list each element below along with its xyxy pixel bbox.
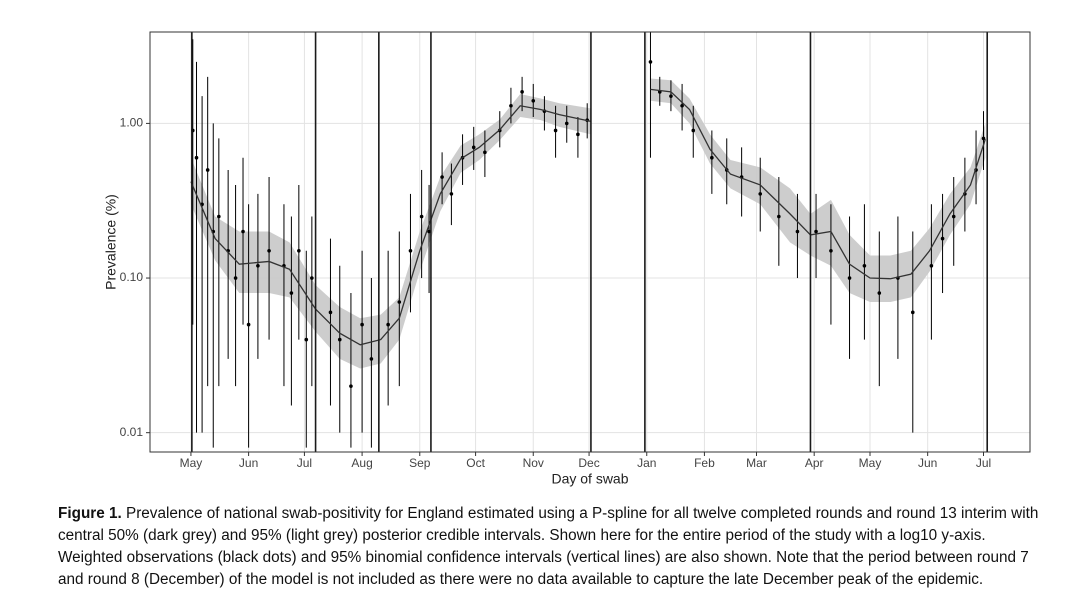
observation-dot — [691, 128, 696, 133]
observation-dot — [337, 337, 342, 342]
observation-dot — [369, 357, 374, 361]
observation-dot — [847, 276, 852, 280]
plot-border — [149, 31, 1031, 453]
observation-dot — [194, 155, 199, 160]
observation-dot — [310, 276, 314, 280]
observation-dot — [520, 90, 524, 94]
observation-dot — [576, 132, 580, 137]
observation-dot — [241, 229, 245, 234]
observation-dot — [440, 175, 444, 179]
observation-dot — [940, 236, 945, 241]
observation-dot — [449, 192, 454, 196]
x-tick-label: Jun — [239, 456, 258, 470]
observation-dot — [419, 214, 424, 219]
observation-dot — [710, 155, 714, 160]
observation-dot — [386, 322, 390, 327]
x-tick-label: Mar — [746, 456, 767, 470]
observation-dot — [297, 249, 301, 253]
observation-dot — [531, 99, 536, 103]
observation-dot — [304, 337, 309, 342]
y-tick-label: 0.01 — [120, 425, 144, 439]
x-tick-label: Jan — [637, 456, 656, 470]
x-tick-label: Dec — [578, 456, 599, 470]
x-tick-label: Jul — [297, 456, 312, 470]
observation-dot — [648, 60, 653, 64]
observation-dot — [509, 103, 513, 108]
observation-dot — [981, 136, 986, 141]
x-tick-label: Jun — [918, 456, 937, 470]
observation-dot — [758, 192, 763, 196]
observation-dot — [795, 229, 800, 234]
observation-dot — [246, 322, 251, 327]
credible-band — [190, 78, 986, 369]
observation-dot — [829, 249, 833, 253]
observation-dot — [267, 249, 271, 253]
chart: Prevalence (%) Day of swab 0.01 0.10 1.00 M… — [103, 31, 1031, 487]
observation-dot — [553, 128, 558, 133]
x-tick-label: Oct — [466, 456, 485, 470]
observation-dot — [877, 291, 882, 295]
x-axis-title: Day of swab — [551, 471, 628, 487]
x-tick-label: Jul — [976, 456, 991, 470]
observation-dot — [483, 150, 487, 155]
observation-dot — [471, 145, 476, 150]
observation-dot — [256, 263, 260, 268]
observation-dot — [929, 263, 934, 268]
observation-dot — [862, 263, 867, 268]
x-tick-label: Sep — [409, 456, 431, 470]
observation-dot — [777, 214, 781, 219]
observation-dot — [233, 276, 238, 280]
x-tick-label: Aug — [351, 456, 372, 470]
observation-dot — [427, 229, 431, 234]
y-tick-label: 0.10 — [120, 270, 144, 284]
observation-dot — [669, 94, 673, 98]
y-tick-label: 1.00 — [120, 116, 144, 130]
observation-dot — [814, 229, 818, 234]
x-tick-label: Nov — [523, 456, 544, 470]
caption-label: Figure 1. — [58, 505, 122, 522]
x-tick-label: May — [180, 456, 203, 470]
observation-dot — [951, 214, 956, 219]
observation-dot — [217, 214, 221, 219]
plot-panel — [150, 32, 1030, 452]
caption: Figure 1. Prevalence of national swab-po… — [58, 503, 1048, 591]
x-tick-label: May — [859, 456, 882, 470]
y-axis-title: Prevalence (%) — [103, 194, 119, 290]
observation-dot — [408, 249, 413, 253]
observation-dot — [564, 121, 569, 126]
x-tick-label: Apr — [805, 456, 824, 470]
observation-dot — [328, 310, 333, 315]
x-tick-label: Feb — [694, 456, 715, 470]
observation-dot — [205, 168, 210, 172]
caption-text: Prevalence of national swab-positivity f… — [58, 505, 1039, 588]
observation-dot — [680, 103, 684, 108]
observation-dot — [289, 291, 294, 295]
spline-line — [190, 88, 986, 346]
observation-dot — [360, 322, 364, 327]
observation-dot — [397, 300, 402, 304]
observation-dot — [349, 384, 353, 388]
observation-dot — [910, 310, 915, 315]
